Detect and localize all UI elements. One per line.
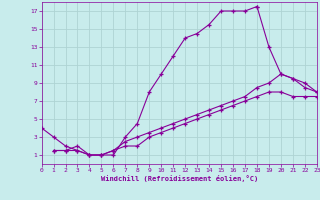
X-axis label: Windchill (Refroidissement éolien,°C): Windchill (Refroidissement éolien,°C) bbox=[100, 175, 258, 182]
